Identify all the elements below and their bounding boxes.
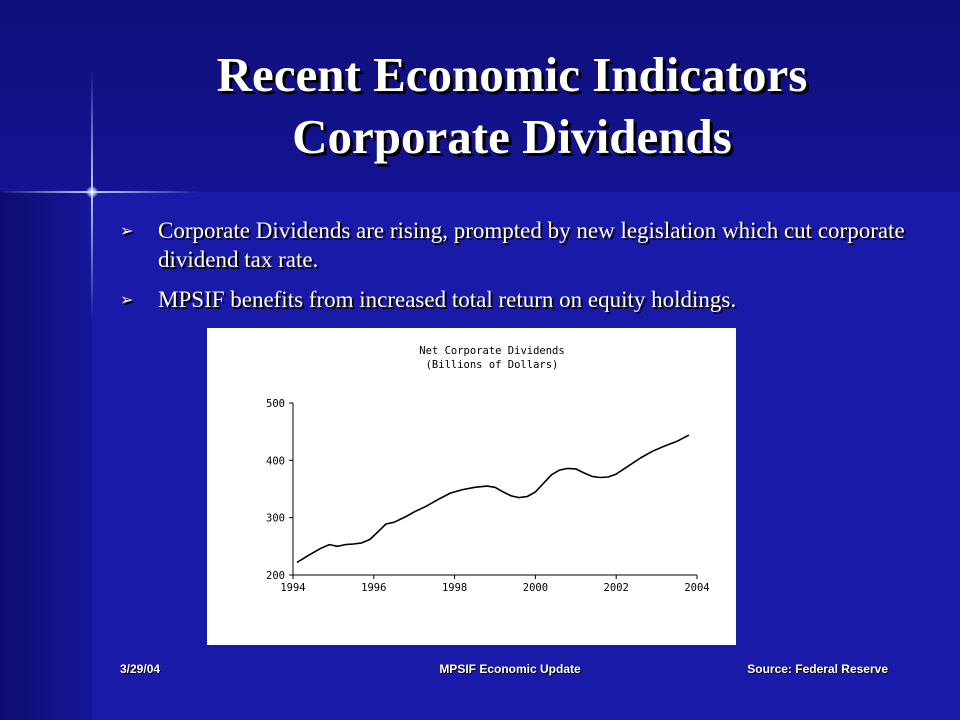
chart-svg: Net Corporate Dividends (Billions of Dol…: [266, 345, 710, 594]
footer-source: Source: Federal Reserve: [747, 662, 888, 676]
star-flare-core: [86, 186, 98, 198]
star-flare-horizontal: [0, 191, 200, 193]
y-tick-label-300: 300: [266, 513, 285, 525]
arrowhead-bullet-icon: ➢: [120, 290, 134, 309]
x-tick-label-2002: 2002: [604, 582, 629, 594]
bullet-item-2: ➢ MPSIF benefits from increased total re…: [116, 285, 906, 314]
chart-plot-area: [296, 434, 690, 564]
y-tick-label-200: 200: [266, 570, 285, 582]
x-tick-label-1998: 1998: [442, 582, 467, 594]
chart-title: Net Corporate Dividends: [419, 345, 564, 357]
bullet-text-1: Corporate Dividends are rising, prompted…: [158, 218, 905, 272]
chart-subtitle: (Billions of Dollars): [426, 359, 559, 371]
x-tick-label-2000: 2000: [523, 582, 548, 594]
footer-title: MPSIF Economic Update: [439, 662, 581, 676]
chart-axes: 200 300 400 500 1994 1996 1998 2000 2002 2004: [266, 398, 710, 594]
arrowhead-bullet-icon: ➢: [120, 221, 134, 240]
y-tick-label-500: 500: [266, 398, 285, 410]
dividends-chart: Net Corporate Dividends (Billions of Dol…: [207, 328, 736, 645]
slide-title-line-1: Recent Economic Indicators: [216, 47, 808, 102]
x-tick-label-2004: 2004: [684, 582, 709, 594]
bullet-item-1: ➢ Corporate Dividends are rising, prompt…: [116, 216, 906, 274]
footer-date: 3/29/04: [120, 662, 161, 676]
background-top-band: [0, 0, 960, 192]
slide-title: Recent Economic Indicators Corporate Div…: [92, 44, 932, 168]
x-tick-label-1996: 1996: [361, 582, 386, 594]
bullet-list: ➢ Corporate Dividends are rising, prompt…: [116, 216, 906, 325]
slide-title-line-2: Corporate Dividends: [292, 109, 732, 164]
bullet-text-2: MPSIF benefits from increased total retu…: [158, 287, 737, 312]
y-tick-label-400: 400: [266, 455, 285, 467]
x-tick-label-1994: 1994: [280, 582, 305, 594]
series-line-1: [296, 434, 690, 564]
